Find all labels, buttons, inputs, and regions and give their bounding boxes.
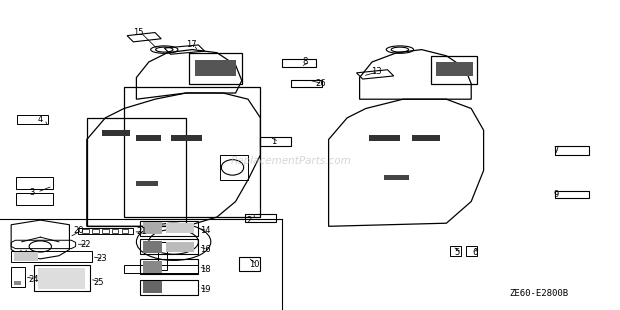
Bar: [158, 242, 167, 270]
Bar: [245, 214, 276, 222]
Text: 10: 10: [249, 260, 260, 269]
Bar: [11, 251, 92, 262]
Bar: [16, 193, 53, 205]
Bar: [143, 261, 162, 273]
Bar: [143, 222, 162, 234]
Text: 1: 1: [272, 137, 277, 146]
Text: 6: 6: [472, 248, 478, 257]
Text: 13: 13: [371, 67, 381, 77]
Bar: [11, 267, 25, 287]
Bar: [16, 177, 53, 189]
Text: 7: 7: [553, 146, 559, 155]
Bar: [136, 135, 161, 141]
Bar: [14, 252, 38, 261]
Bar: [143, 281, 162, 293]
Bar: [166, 223, 194, 233]
Bar: [124, 265, 198, 273]
Bar: [92, 229, 99, 233]
Bar: [143, 241, 162, 253]
Text: 23: 23: [96, 254, 107, 264]
Bar: [369, 135, 400, 141]
Bar: [450, 246, 461, 256]
Bar: [102, 229, 108, 233]
Text: 3: 3: [30, 188, 35, 197]
Text: 25: 25: [93, 277, 104, 287]
Bar: [431, 56, 477, 84]
Bar: [140, 259, 198, 274]
Bar: [170, 135, 202, 141]
Text: 8: 8: [303, 57, 308, 67]
Bar: [239, 257, 260, 271]
Bar: [195, 60, 236, 76]
Bar: [260, 137, 291, 146]
Text: 2: 2: [247, 215, 252, 225]
Bar: [78, 228, 133, 234]
Text: 14: 14: [200, 226, 211, 236]
Text: 18: 18: [200, 264, 211, 274]
Bar: [124, 87, 260, 217]
Bar: [291, 80, 322, 87]
Bar: [82, 229, 89, 233]
Bar: [14, 281, 21, 285]
Bar: [166, 242, 194, 252]
Bar: [140, 239, 198, 254]
Text: 16: 16: [200, 245, 211, 254]
Bar: [466, 246, 477, 256]
Text: ReplacementParts.com: ReplacementParts.com: [231, 156, 352, 166]
Text: 9: 9: [553, 190, 558, 199]
Bar: [136, 181, 158, 186]
Text: 22: 22: [81, 240, 91, 249]
Bar: [122, 229, 128, 233]
Bar: [112, 229, 118, 233]
Text: 24: 24: [29, 274, 39, 284]
Bar: [282, 59, 316, 67]
Text: 5: 5: [454, 248, 459, 257]
Bar: [140, 280, 198, 294]
Bar: [384, 175, 409, 180]
Bar: [87, 118, 186, 226]
Text: 20: 20: [73, 226, 84, 236]
Bar: [38, 268, 85, 289]
Bar: [140, 221, 198, 236]
Bar: [412, 135, 440, 141]
Text: 21: 21: [136, 227, 147, 237]
Bar: [34, 265, 90, 291]
Text: 4: 4: [37, 115, 42, 124]
Text: 19: 19: [200, 285, 211, 294]
Bar: [17, 115, 48, 124]
Text: ZE60-E2800B: ZE60-E2800B: [510, 289, 569, 298]
Bar: [555, 191, 589, 198]
Bar: [555, 146, 589, 155]
Bar: [436, 62, 473, 76]
Text: 26: 26: [315, 79, 326, 88]
Text: 15: 15: [133, 28, 144, 37]
Bar: [102, 130, 130, 136]
Bar: [189, 53, 242, 84]
Text: 17: 17: [186, 40, 197, 49]
Bar: [220, 155, 248, 180]
